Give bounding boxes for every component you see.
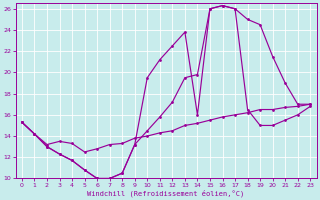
X-axis label: Windchill (Refroidissement éolien,°C): Windchill (Refroidissement éolien,°C) xyxy=(87,189,245,197)
